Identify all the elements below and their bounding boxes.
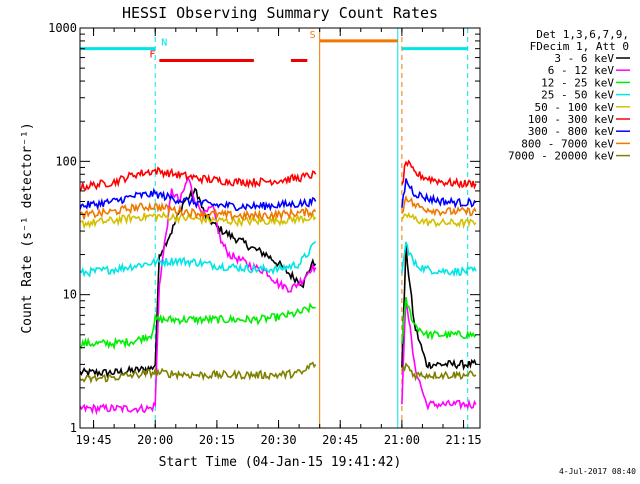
y-axis-label: Count Rate (s⁻¹ detector⁻¹) bbox=[20, 122, 35, 333]
y-tick-label-3: 1000 bbox=[48, 21, 77, 35]
series-line-7-segment-0 bbox=[80, 201, 317, 222]
x-tick-label-0: 19:45 bbox=[76, 433, 112, 447]
chart-title: HESSI Observing Summary Count Rates bbox=[122, 4, 438, 22]
legend-label-5: 100 - 300 keV bbox=[528, 113, 614, 126]
series-line-2-segment-0 bbox=[80, 302, 316, 351]
legend-label-3: 25 - 50 keV bbox=[541, 89, 614, 102]
series-line-5-segment-0 bbox=[80, 166, 317, 191]
series-line-3-segment-1 bbox=[401, 241, 477, 278]
series-line-6-segment-0 bbox=[80, 187, 317, 212]
legend-label-8: 7000 - 20000 keV bbox=[508, 150, 614, 163]
legend-header-line-2: FDecim 1, Att 0 bbox=[530, 40, 629, 53]
timestamp: 4-Jul-2017 08:40 bbox=[559, 467, 636, 476]
series-line-7-segment-1 bbox=[401, 194, 477, 217]
x-tick-label-2: 20:15 bbox=[199, 433, 235, 447]
x-tick-label-3: 20:30 bbox=[260, 433, 296, 447]
legend-label-7: 800 - 7000 keV bbox=[521, 137, 614, 150]
series-line-4-segment-1 bbox=[401, 211, 477, 230]
legend-label-6: 300 - 800 keV bbox=[528, 125, 614, 138]
x-tick-label-5: 21:00 bbox=[384, 433, 420, 447]
legend-label-0: 3 - 6 keV bbox=[554, 52, 614, 65]
legend-header-line-1: Det 1,3,6,7,9, bbox=[536, 28, 629, 41]
legend-label-1: 6 - 12 keV bbox=[548, 64, 615, 77]
legend-label-2: 12 - 25 keV bbox=[541, 76, 614, 89]
flag-label-S: S bbox=[310, 30, 316, 41]
plot-frame bbox=[79, 27, 481, 429]
series-line-3-segment-0 bbox=[80, 241, 317, 278]
x-tick-label-4: 20:45 bbox=[322, 433, 358, 447]
series-line-6-segment-1 bbox=[401, 178, 477, 209]
y-tick-label-2: 100 bbox=[55, 154, 77, 168]
series-line-8-segment-0 bbox=[80, 361, 317, 385]
y-tick-label-0: 1 bbox=[70, 421, 77, 435]
x-tick-label-1: 20:00 bbox=[137, 433, 173, 447]
series-line-1-segment-1 bbox=[401, 297, 477, 411]
x-axis-label: Start Time (04-Jan-15 19:41:42) bbox=[159, 455, 402, 470]
series-line-0-segment-1 bbox=[401, 245, 477, 371]
x-tick-label-6: 21:15 bbox=[445, 433, 481, 447]
legend-label-4: 50 - 100 keV bbox=[535, 101, 615, 114]
series-line-4-segment-0 bbox=[80, 211, 317, 230]
series-line-5-segment-1 bbox=[401, 159, 477, 190]
flag-label-N: N bbox=[161, 38, 167, 49]
flag-label-F: F bbox=[149, 50, 155, 61]
series-line-0-segment-0 bbox=[80, 187, 317, 379]
series-line-8-segment-1 bbox=[401, 362, 477, 382]
y-tick-label-1: 10 bbox=[63, 288, 77, 302]
series-line-2-segment-1 bbox=[401, 297, 477, 344]
